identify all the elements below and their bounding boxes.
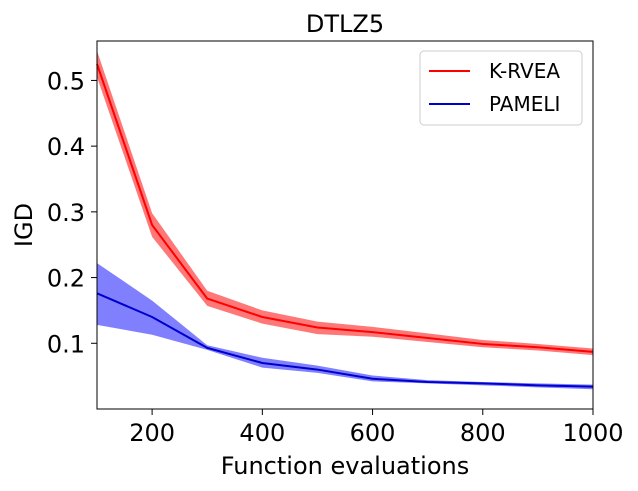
x-tick-label: 200 xyxy=(129,419,175,447)
x-tick-label: 400 xyxy=(239,419,285,447)
chart-title: DTLZ5 xyxy=(306,10,384,38)
x-tick-label: 1000 xyxy=(562,419,623,447)
line-k-rvea xyxy=(96,63,594,353)
legend: K-RVEA PAMELI xyxy=(419,50,583,126)
line-pameli xyxy=(96,292,594,388)
x-axis-label: Function evaluations xyxy=(221,452,469,480)
y-tick-label: 0.5 xyxy=(47,67,85,95)
y-axis-label: IGD xyxy=(10,203,38,247)
x-tick-label: 800 xyxy=(460,419,506,447)
y-tick-label: 0.1 xyxy=(47,330,85,358)
y-tick-label: 0.3 xyxy=(47,199,85,227)
plot-frame xyxy=(96,40,594,410)
y-tick-label: 0.2 xyxy=(47,265,85,293)
legend-label-k-rvea: K-RVEA xyxy=(489,59,560,83)
x-tick-label: 600 xyxy=(350,419,396,447)
y-tick-label: 0.4 xyxy=(47,133,85,161)
legend-label-pameli: PAMELI xyxy=(489,92,560,116)
legend-box xyxy=(419,50,583,126)
